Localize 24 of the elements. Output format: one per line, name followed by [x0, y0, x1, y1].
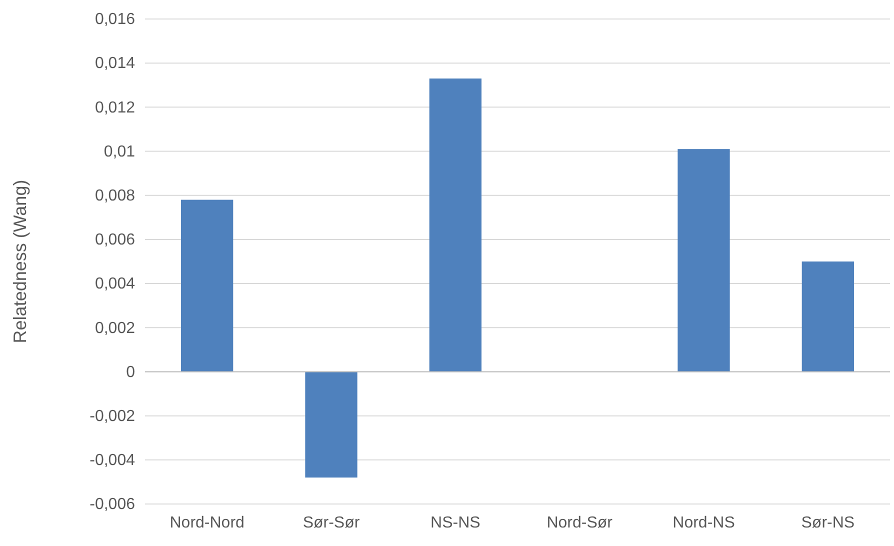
x-tick-label: Nord-Sør [546, 514, 614, 532]
x-tick-label: Sør-NS [801, 514, 855, 532]
y-tick-label: 0,004 [94, 276, 136, 293]
y-tick-label: 0 [126, 364, 136, 381]
bar [305, 372, 358, 478]
y-tick-label: 0,01 [104, 143, 136, 160]
x-tick-label: Nord-NS [672, 514, 735, 532]
bar [802, 262, 854, 372]
bar [181, 200, 234, 372]
y-tick-label: 0,012 [94, 99, 136, 116]
bar [678, 149, 730, 372]
y-tick-label: -0,002 [90, 408, 136, 425]
x-tick-label: Nord-Nord [170, 514, 244, 532]
y-tick-label: -0,004 [90, 452, 136, 470]
y-tick-label: -0,006 [90, 496, 136, 514]
x-tick-label: NS-NS [430, 514, 480, 532]
y-tick-label: 0,002 [94, 320, 136, 337]
y-tick-label: 0,014 [94, 55, 136, 72]
y-tick-label: 0,008 [94, 187, 136, 204]
y-axis-title: Relatedness (Wang) [10, 180, 30, 344]
y-tick-label: 0,006 [94, 232, 136, 249]
x-tick-label: Sør-Sør [302, 514, 360, 532]
bar [429, 78, 482, 372]
y-tick-label: 0,016 [94, 11, 136, 28]
